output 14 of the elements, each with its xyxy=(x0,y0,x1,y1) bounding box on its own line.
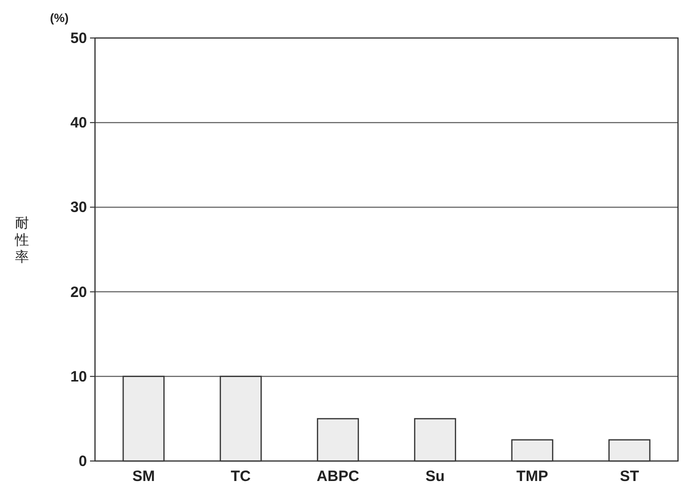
y-axis-title: 耐性率 xyxy=(14,214,29,264)
y-tick-label: 40 xyxy=(70,114,87,132)
x-tick-label: Su xyxy=(425,468,445,485)
x-tick-label: ST xyxy=(620,468,640,485)
y-tick-label: 30 xyxy=(70,199,87,216)
y-tick-label: 20 xyxy=(70,284,87,301)
x-tick-label: ABPC xyxy=(316,468,360,485)
y-tick-label: 50 xyxy=(70,30,87,47)
y-tick-label: 0 xyxy=(78,453,87,470)
y-tick-label: 10 xyxy=(70,368,87,386)
text: (%) xyxy=(50,11,69,25)
x-tick-label: SM xyxy=(132,468,155,485)
x-tick-label: TMP xyxy=(516,468,548,485)
x-tick-label: TC xyxy=(230,468,251,485)
